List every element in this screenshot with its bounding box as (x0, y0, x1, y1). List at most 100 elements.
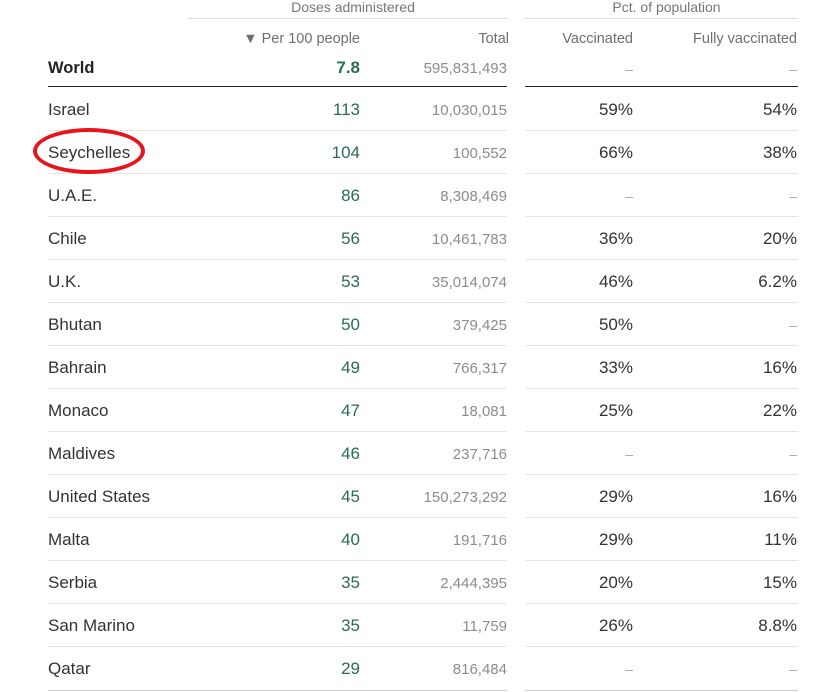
pct-vaccinated: 29% (598, 530, 633, 549)
row-divider (525, 216, 798, 217)
row-divider (525, 474, 798, 475)
row-divider (48, 431, 507, 432)
country-name: U.K. (48, 272, 82, 291)
table-row: Bahrain 49 766,317 33% 16% (0, 346, 829, 389)
pct-fully-vaccinated: – (789, 188, 797, 204)
row-divider (525, 302, 798, 303)
sort-fully-vaccinated-header[interactable]: Fully vaccinated (693, 31, 797, 47)
row-divider (525, 259, 798, 260)
world-total: 595,831,493 (423, 60, 507, 77)
group-divider-pct (525, 18, 798, 19)
doses-total: 100,552 (452, 145, 507, 162)
row-divider (525, 560, 798, 561)
doses-total: 766,317 (452, 360, 507, 377)
pct-vaccinated: 50% (598, 315, 633, 334)
table-row: Maldives 46 237,716 – – (0, 432, 829, 475)
pct-fully-vaccinated: 38% (762, 143, 797, 162)
pct-vaccinated: – (625, 446, 633, 462)
pct-vaccinated: – (625, 188, 633, 204)
doses-per-100: 45 (341, 487, 360, 506)
country-name: Seychelles (48, 143, 131, 162)
table-bottom-rule-right (525, 690, 798, 691)
world-label: World (48, 59, 95, 77)
table-row: U.A.E. 86 8,308,469 – – (0, 174, 829, 217)
row-divider (48, 259, 507, 260)
doses-total: 10,461,783 (431, 231, 507, 248)
table-row: Israel 113 10,030,015 59% 54% (0, 88, 829, 131)
table-row: Chile 56 10,461,783 36% 20% (0, 217, 829, 260)
doses-per-100: 113 (332, 100, 360, 119)
sort-total-header[interactable]: Total (478, 31, 509, 47)
doses-total: 11,759 (462, 618, 507, 635)
row-divider (48, 130, 507, 131)
doses-per-100: 35 (341, 616, 360, 635)
pct-fully-vaccinated: 22% (762, 401, 797, 420)
table-bottom-rule-left (48, 690, 507, 691)
row-divider (525, 173, 798, 174)
world-vaccinated: – (625, 61, 633, 77)
world-fully-vaccinated: – (789, 61, 797, 77)
pct-vaccinated: 36% (598, 229, 633, 248)
row-divider (48, 603, 507, 604)
table-row: Malta 40 191,716 29% 11% (0, 518, 829, 561)
pct-fully-vaccinated: – (789, 661, 797, 677)
sort-vaccinated-header[interactable]: Vaccinated (562, 31, 633, 47)
table-row: Seychelles 104 100,552 66% 38% (0, 131, 829, 174)
doses-per-100: 50 (341, 315, 360, 334)
country-name: U.A.E. (48, 186, 98, 205)
doses-per-100: 40 (341, 530, 360, 549)
pct-fully-vaccinated: 16% (762, 487, 797, 506)
doses-per-100: 46 (341, 444, 360, 463)
row-divider (48, 560, 507, 561)
row-divider (525, 130, 798, 131)
doses-per-100: 86 (341, 186, 360, 205)
world-divider-right (525, 86, 798, 87)
row-divider (48, 646, 507, 647)
row-divider (525, 431, 798, 432)
doses-total: 191,716 (452, 532, 507, 549)
pct-fully-vaccinated: 8.8% (758, 616, 797, 635)
table-row: Qatar 29 816,484 – – (0, 647, 829, 690)
doses-total: 237,716 (452, 446, 507, 463)
row-divider (48, 474, 507, 475)
pct-vaccinated: – (625, 661, 633, 677)
pct-fully-vaccinated: 20% (762, 229, 797, 248)
doses-per-100: 35 (341, 573, 360, 592)
doses-total: 18,081 (461, 403, 507, 420)
country-name: United States (48, 487, 151, 506)
pct-fully-vaccinated: 54% (762, 100, 797, 119)
country-name: Malta (48, 530, 90, 549)
country-name: Monaco (48, 401, 109, 420)
doses-per-100: 47 (341, 401, 360, 420)
sort-per-100-header[interactable]: ▼ Per 100 people (243, 31, 360, 47)
pct-fully-vaccinated: 16% (762, 358, 797, 377)
doses-total: 2,444,395 (440, 575, 507, 592)
doses-total: 150,273,292 (423, 489, 507, 506)
row-divider (48, 388, 507, 389)
pct-vaccinated: 66% (598, 143, 633, 162)
doses-per-100: 49 (341, 358, 360, 377)
country-name: Serbia (48, 573, 98, 592)
pct-fully-vaccinated: 11% (764, 530, 797, 549)
row-divider (48, 216, 507, 217)
country-name: Maldives (48, 444, 116, 463)
doses-per-100: 56 (341, 229, 360, 248)
doses-total: 8,308,469 (440, 188, 507, 205)
pct-fully-vaccinated: 6.2% (758, 272, 797, 291)
table-row: Bhutan 50 379,425 50% – (0, 303, 829, 346)
group-header-pct: Pct. of population (612, 0, 721, 15)
doses-per-100: 29 (341, 659, 360, 678)
doses-total: 816,484 (452, 661, 507, 678)
row-divider (525, 388, 798, 389)
pct-vaccinated: 26% (598, 616, 633, 635)
pct-fully-vaccinated: – (789, 317, 797, 333)
country-name: Israel (48, 100, 90, 119)
group-header-doses: Doses administered (291, 0, 415, 15)
row-divider (525, 646, 798, 647)
doses-per-100: 104 (331, 143, 360, 162)
doses-total: 379,425 (452, 317, 507, 334)
pct-vaccinated: 59% (598, 100, 633, 119)
pct-vaccinated: 25% (598, 401, 633, 420)
country-name: San Marino (48, 616, 135, 635)
doses-total: 35,014,074 (431, 274, 507, 291)
